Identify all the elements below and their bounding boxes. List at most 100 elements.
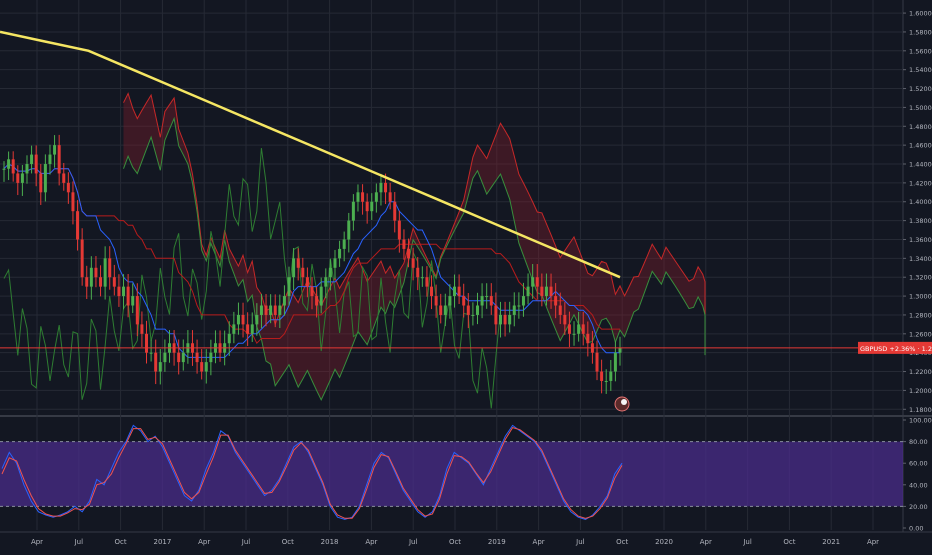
- candle-body: [512, 305, 516, 315]
- candle-body: [154, 352, 158, 372]
- candle-body: [498, 314, 502, 325]
- candle-body: [374, 192, 378, 202]
- candle-body: [361, 192, 365, 202]
- candle-body: [475, 305, 479, 315]
- candle-body: [66, 182, 70, 193]
- y-tick-label: 1.4000: [909, 198, 932, 206]
- x-tick-label: Apr: [700, 538, 712, 546]
- x-tick-label: Oct: [115, 538, 127, 546]
- candle-body: [7, 159, 11, 169]
- y-tick-label: 1.2600: [909, 330, 932, 338]
- candle-body: [485, 296, 489, 298]
- stochastic-band: [0, 441, 903, 507]
- candle-body: [466, 305, 470, 315]
- stoch-tick-label: 100.00: [909, 417, 932, 425]
- x-tick-label: Apr: [198, 538, 210, 546]
- candle-body: [508, 314, 512, 325]
- cloud-fill: [123, 93, 705, 400]
- candle-body: [567, 324, 571, 334]
- x-tick-label: Oct: [783, 538, 795, 546]
- candle-body: [526, 286, 530, 297]
- candle-body: [126, 286, 130, 306]
- candle-body: [57, 145, 61, 174]
- y-tick-label: 1.3000: [909, 293, 932, 301]
- candle-body: [430, 286, 434, 297]
- candle-body: [347, 220, 351, 240]
- candle-body: [43, 164, 47, 193]
- candle-body: [365, 201, 369, 212]
- candle-body: [227, 333, 231, 344]
- y-tick-label: 1.5600: [909, 47, 932, 55]
- candle-body: [393, 201, 397, 221]
- stoch-tick-label: 20.00: [909, 503, 928, 511]
- candle-body: [384, 182, 388, 193]
- candle-body: [112, 277, 116, 287]
- candle-body: [439, 305, 443, 315]
- candle-body: [103, 258, 107, 287]
- stoch-tick-label: 60.00: [909, 460, 928, 468]
- y-tick-label: 1.3400: [909, 255, 932, 263]
- candle-body: [453, 286, 457, 297]
- stoch-tick-label: 0.00: [909, 525, 923, 533]
- candle-body: [407, 248, 411, 259]
- candle-body: [324, 277, 328, 287]
- candle-body: [241, 314, 245, 325]
- candle-body: [48, 154, 52, 165]
- candle-body: [282, 296, 286, 306]
- candle-body: [572, 333, 576, 335]
- stoch-tick-label: 40.00: [909, 481, 928, 489]
- y-tick-label: 1.4800: [909, 123, 932, 131]
- candle-body: [613, 352, 617, 372]
- candle-body: [563, 314, 567, 325]
- candle-body: [34, 154, 38, 174]
- x-tick-label: Jul: [74, 538, 84, 546]
- candle-body: [462, 296, 466, 306]
- candle-body: [351, 201, 355, 221]
- candle-body: [503, 314, 507, 325]
- candle-body: [20, 173, 24, 183]
- candle-body: [310, 286, 314, 297]
- candle-body: [204, 362, 208, 372]
- x-tick-label: Jul: [408, 538, 418, 546]
- candle-body: [108, 258, 112, 278]
- candle-body: [195, 352, 199, 363]
- candle-body: [99, 277, 103, 287]
- candle-body: [448, 296, 452, 306]
- candle-body: [586, 333, 590, 344]
- candle-body: [411, 258, 415, 268]
- y-tick-label: 1.1800: [909, 406, 932, 414]
- x-tick-label: Oct: [449, 538, 461, 546]
- candle-body: [94, 267, 98, 278]
- x-tick-label: 2017: [153, 538, 171, 546]
- candle-body: [2, 168, 6, 170]
- y-tick-label: 1.3800: [909, 217, 932, 225]
- candle-body: [600, 371, 604, 381]
- candle-body: [177, 352, 181, 363]
- candle-body: [264, 305, 268, 315]
- kijun-line: [3, 163, 620, 345]
- candle-body: [397, 220, 401, 240]
- y-tick-label: 1.5400: [909, 66, 932, 74]
- candle-body: [53, 145, 57, 155]
- candle-body: [296, 258, 300, 268]
- candle-body: [342, 239, 346, 249]
- event-marker-dot: [621, 399, 627, 405]
- candle-body: [544, 286, 548, 297]
- stochastic-line-0: [1, 424, 623, 520]
- candle-body: [416, 267, 420, 278]
- candle-body: [301, 267, 305, 278]
- candle-body: [259, 305, 263, 315]
- candle-body: [457, 286, 461, 297]
- y-tick-label: 1.2800: [909, 311, 932, 319]
- candle-body: [30, 154, 34, 165]
- candle-body: [250, 324, 254, 334]
- x-tick-label: Apr: [867, 538, 879, 546]
- candle-body: [140, 324, 144, 334]
- candle-body: [200, 362, 204, 372]
- candle-body: [443, 305, 447, 315]
- y-tick-label: 1.2000: [909, 387, 932, 395]
- candle-body: [558, 305, 562, 315]
- candle-body: [85, 277, 89, 287]
